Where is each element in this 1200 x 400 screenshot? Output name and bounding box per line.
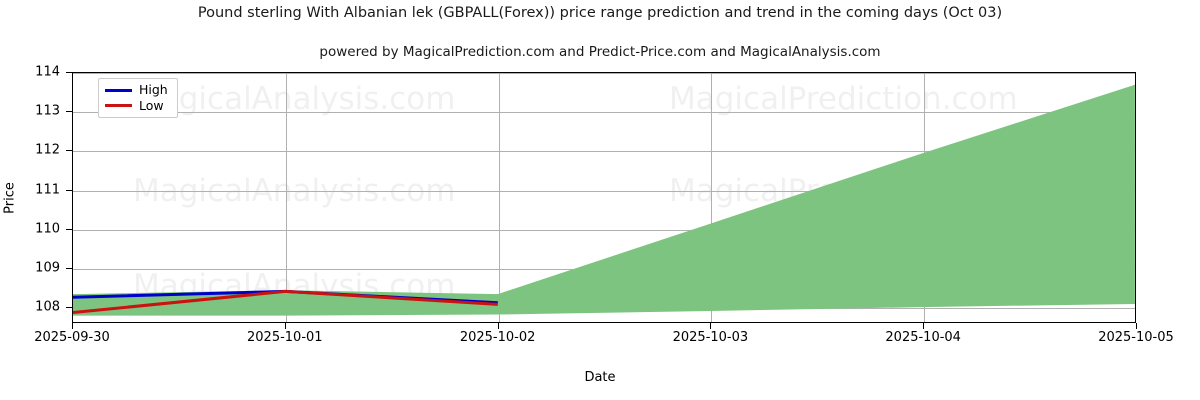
legend[interactable]: High Low	[98, 78, 178, 118]
gridline-horizontal	[73, 112, 1135, 114]
y-tick-label: 108	[35, 299, 60, 315]
gridline-vertical	[498, 73, 500, 322]
x-tick-label: 2025-09-30	[34, 330, 110, 345]
y-tick-label: 113	[35, 103, 60, 119]
x-tick-label: 2025-10-01	[247, 330, 323, 345]
x-tick-label: 2025-10-02	[459, 330, 536, 345]
gridline-horizontal	[73, 229, 1135, 231]
y-tick-mark	[66, 189, 72, 191]
gridline-horizontal	[73, 73, 1135, 74]
chart-subtitle: powered by MagicalPrediction.com and Pre…	[319, 44, 881, 60]
y-tick-mark	[66, 72, 72, 73]
series-line-low	[73, 291, 498, 312]
y-tick-label: 111	[35, 182, 60, 198]
legend-swatch-low	[105, 104, 132, 108]
x-axis-title: Date	[584, 370, 616, 385]
x-tick-mark	[923, 323, 925, 329]
legend-label-low: Low	[139, 97, 164, 113]
y-tick-label: 110	[35, 221, 60, 237]
gridline-horizontal	[73, 190, 1135, 192]
legend-swatch-high	[105, 88, 132, 92]
x-tick-mark	[710, 323, 712, 329]
x-tick-mark	[1136, 323, 1137, 329]
y-tick-label: 112	[35, 142, 60, 158]
y-tick-mark	[66, 307, 72, 309]
y-tick-mark	[66, 228, 72, 230]
chart-title: Pound sterling With Albanian lek (GBPALL…	[197, 5, 1003, 21]
gridline-vertical	[285, 73, 287, 322]
y-tick-mark	[66, 268, 72, 270]
x-tick-mark	[72, 323, 73, 329]
y-tick-mark	[66, 111, 72, 113]
legend-item-high[interactable]: High	[105, 82, 168, 97]
band-polygon	[73, 84, 1135, 316]
y-tick-label: 109	[35, 260, 60, 276]
y-axis: 108 109 110 111 112 113 114	[0, 0, 72, 400]
x-tick-label: 2025-10-05	[1098, 330, 1174, 345]
series-lines	[73, 73, 1135, 323]
forecast-band	[73, 84, 1135, 316]
gridline-horizontal	[73, 151, 1135, 153]
gridline-vertical	[711, 73, 713, 322]
x-tick-mark	[497, 323, 499, 329]
legend-label-high: High	[139, 82, 168, 97]
x-tick-label: 2025-10-03	[672, 330, 749, 345]
x-tick-mark	[284, 323, 286, 329]
y-axis-title: Price	[2, 182, 18, 214]
x-tick-label: 2025-10-04	[885, 330, 961, 345]
y-tick-mark	[66, 150, 72, 152]
y-tick-label: 114	[35, 64, 60, 80]
legend-item-low[interactable]: Low	[105, 97, 168, 113]
